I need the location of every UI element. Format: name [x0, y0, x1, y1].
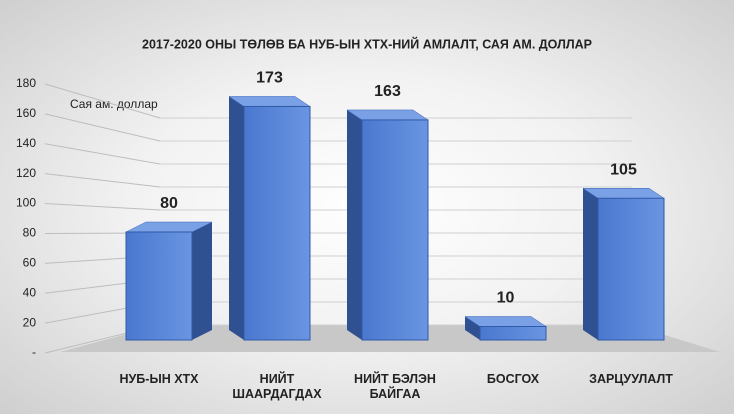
bar — [125, 231, 193, 341]
y-tick-label: 60 — [23, 256, 37, 270]
chart-title: 2017-2020 ОНЫ ТӨЛӨВ БА НУБ-ЫН ХТХ-НИЙ АМ… — [142, 36, 592, 51]
bar — [243, 105, 311, 341]
value-label: 105 — [610, 161, 637, 178]
y-tick-label: 160 — [16, 106, 36, 120]
y-tick-label: 40 — [23, 285, 37, 299]
bar-side — [347, 109, 362, 340]
x-tick-label: НИЙТ БЭЛЭН БАЙГАА — [354, 372, 436, 401]
grid-line — [44, 83, 161, 119]
bar-side — [192, 222, 212, 340]
value-label: 163 — [374, 83, 401, 100]
y-tick-label: 20 — [23, 315, 37, 329]
value-label: 80 — [160, 195, 178, 212]
x-tick-label: НУБ-ЫН ХТХ — [119, 372, 199, 386]
grid-line — [44, 203, 161, 211]
grid-line — [44, 173, 161, 188]
bar — [361, 119, 429, 341]
bar-side — [229, 96, 244, 340]
y-tick-label: 100 — [16, 196, 36, 210]
grid-line — [44, 143, 161, 165]
bar-side — [583, 188, 598, 340]
y-tick-label: 80 — [23, 226, 37, 240]
x-tick-label: НИЙТ ШААРДАГДАХ — [232, 372, 322, 401]
y-tick-label: 180 — [16, 76, 36, 90]
bar-side — [465, 316, 480, 340]
bar — [479, 326, 547, 341]
grid-line — [44, 113, 161, 142]
value-label: 173 — [256, 70, 283, 87]
x-tick-label: ЗАРЦУУЛАЛТ — [589, 372, 673, 386]
bar — [597, 197, 665, 341]
y-tick-label: - — [32, 345, 36, 359]
value-label: 10 — [497, 290, 515, 307]
y-tick-label: 140 — [16, 136, 36, 150]
x-tick-label: БОСГОХ — [486, 372, 540, 386]
y-tick-label: 120 — [16, 166, 36, 180]
